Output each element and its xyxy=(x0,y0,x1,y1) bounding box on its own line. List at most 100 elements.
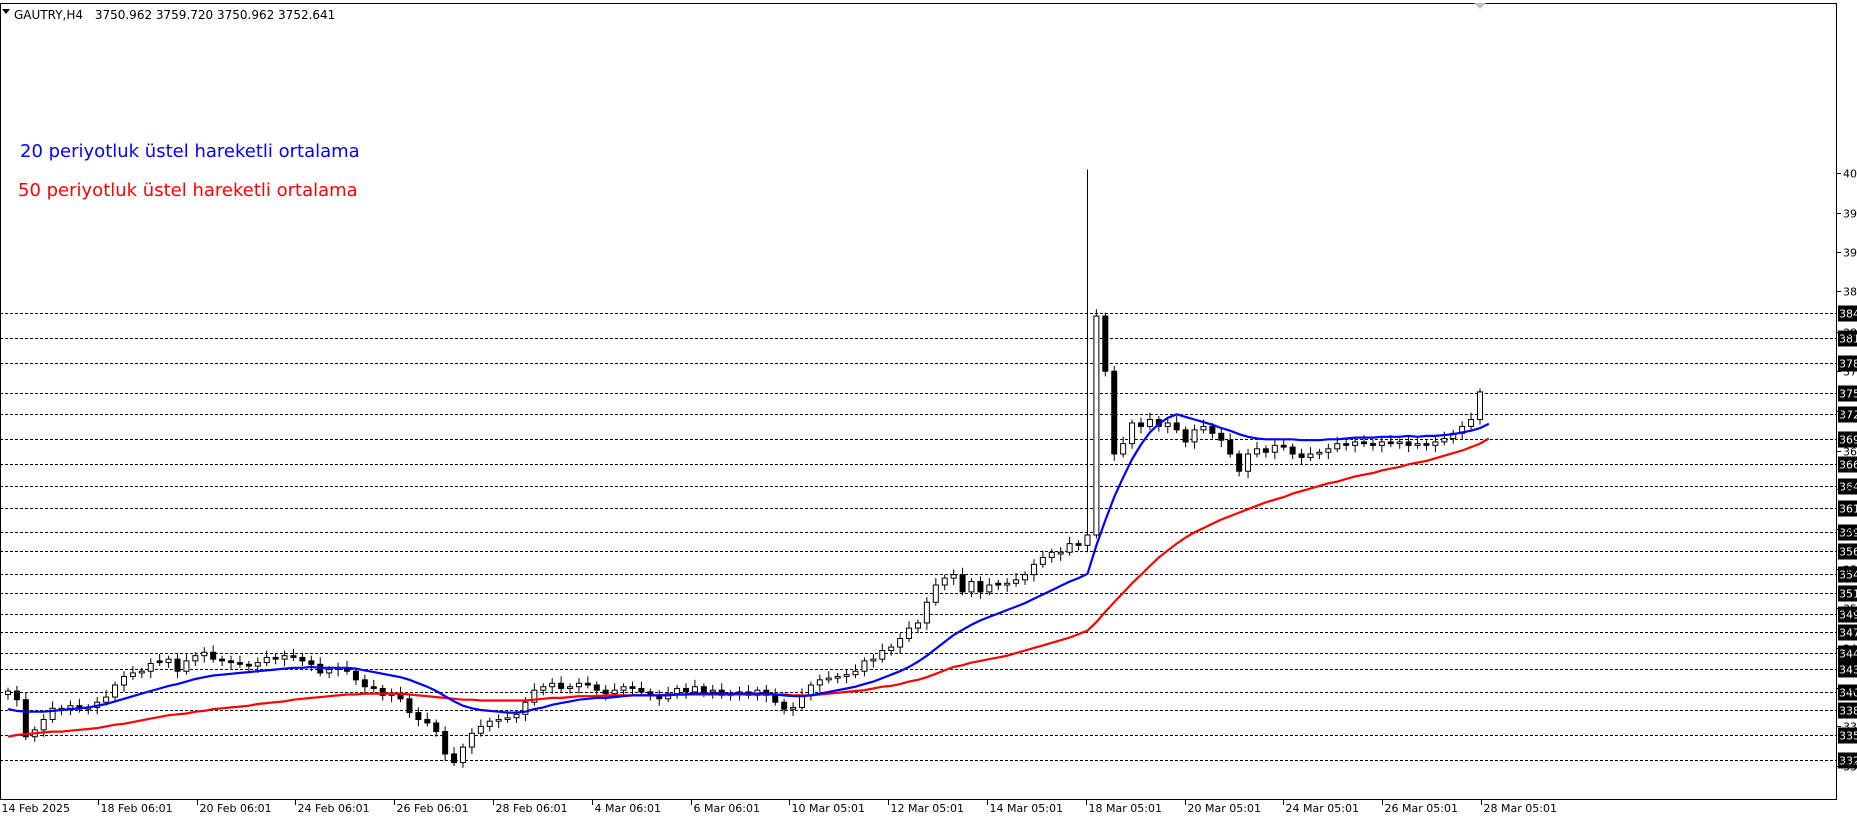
candle-bear xyxy=(245,663,252,667)
time-tick-label: 28 Feb 06:01 xyxy=(496,802,568,815)
candle-bear xyxy=(1298,453,1305,458)
level-price-label: 3519 xyxy=(1839,588,1857,601)
candle-bear xyxy=(995,582,1002,586)
candle-bull xyxy=(691,686,698,693)
candle-bull xyxy=(263,656,270,664)
price-axis: 4006 3960 3914 3869 3822 3776 3730 3684 3639 3593… xyxy=(1836,168,1857,774)
level-price-label: 3751 xyxy=(1839,388,1857,401)
candle-bear xyxy=(1343,443,1350,446)
time-axis: 14 Feb 2025 18 Feb 06:01 20 Feb 06:01 24 Fe… xyxy=(2,800,1557,815)
time-tick-label: 24 Mar 05:01 xyxy=(1286,802,1359,815)
level-price-label: 3590 xyxy=(1839,527,1857,540)
level-price-label: 3697 xyxy=(1839,434,1857,447)
candle-bear xyxy=(442,731,449,755)
candle-bull xyxy=(986,584,993,593)
time-tick-label: 20 Mar 05:01 xyxy=(1188,802,1261,815)
candle-bear xyxy=(1182,429,1189,443)
candle-bull xyxy=(138,670,145,674)
candle-bear xyxy=(1262,448,1269,453)
time-tick-label: 14 Feb 2025 xyxy=(2,802,70,815)
candle-bear xyxy=(1173,422,1180,431)
candle-bull xyxy=(49,707,56,720)
candle-bull xyxy=(326,668,333,674)
candle-bull xyxy=(567,686,574,689)
candle-bear xyxy=(451,753,458,764)
level-price-box xyxy=(1838,684,1857,701)
candle-bull xyxy=(1271,444,1278,453)
time-tick-label: 24 Feb 06:01 xyxy=(298,802,370,815)
candle-bull xyxy=(1129,422,1136,445)
ema20-line xyxy=(7,413,1490,714)
level-price-box xyxy=(1838,500,1857,517)
candle-bear xyxy=(1102,315,1109,372)
candle-bear xyxy=(308,660,315,665)
symbol-label: GAUTRY,H4 xyxy=(14,8,83,22)
candle-bull xyxy=(1414,443,1421,446)
candle-bull xyxy=(495,718,502,722)
candle-bull xyxy=(1334,443,1341,450)
candle-bull xyxy=(1004,582,1011,586)
time-tick-label: 10 Mar 05:01 xyxy=(792,802,865,815)
candle-bull xyxy=(522,701,529,715)
candle-bull xyxy=(103,696,110,703)
level-price-label: 3354 xyxy=(1839,730,1857,743)
candle-bear xyxy=(602,689,609,695)
time-tick-label: 12 Mar 05:01 xyxy=(891,802,964,815)
candle-bear xyxy=(370,686,377,689)
candle-bull xyxy=(1013,579,1020,584)
candle-bull xyxy=(825,677,832,681)
candle-bull xyxy=(914,622,921,629)
candle-bear xyxy=(1369,443,1376,446)
candle-bull xyxy=(1039,556,1046,565)
price-tick-label: 3914 xyxy=(1843,247,1857,260)
price-tick-label: 3318 xyxy=(1843,761,1857,774)
candle-bear xyxy=(236,662,243,665)
candle-bear xyxy=(13,690,20,701)
candle-bear xyxy=(1423,443,1430,446)
level-price-label: 3668 xyxy=(1839,459,1857,472)
scroll-marker-icon[interactable] xyxy=(1474,3,1486,9)
candle-bear xyxy=(361,679,368,688)
level-price-box xyxy=(1838,431,1857,448)
candle-bull xyxy=(888,646,895,652)
legend-ema20: 20 periyotluk üstel hareketli ortalama xyxy=(20,141,360,162)
level-price-label: 3541 xyxy=(1839,569,1857,582)
candle-bear xyxy=(433,722,440,733)
level-price-box xyxy=(1838,330,1857,347)
candle-bear xyxy=(1280,444,1287,448)
candle-bear xyxy=(272,656,279,660)
price-tick-label: 3409 xyxy=(1843,683,1857,696)
candle-bear xyxy=(781,701,788,710)
candle-bull xyxy=(40,718,47,731)
symbol-dropdown-icon[interactable] xyxy=(2,9,10,14)
candle-bull xyxy=(147,662,154,672)
candle-bear xyxy=(174,658,181,672)
candle-bull xyxy=(906,627,913,639)
candle-bull xyxy=(504,717,511,720)
legend-ema50: 50 periyotluk üstel hareketli ortalama xyxy=(18,180,358,201)
candle-bull xyxy=(1245,453,1252,472)
level-price-box xyxy=(1838,478,1857,495)
candle-bear xyxy=(1405,441,1412,446)
candle-bear xyxy=(683,687,690,693)
candle-bull xyxy=(5,690,11,695)
candle-bear xyxy=(210,651,217,660)
price-tick-label: 3547 xyxy=(1843,564,1857,577)
candle-bull xyxy=(674,687,681,695)
level-price-box xyxy=(1838,752,1857,769)
price-tick-label: 3364 xyxy=(1843,721,1857,734)
level-price-box xyxy=(1838,702,1857,719)
candle-bear xyxy=(629,686,636,689)
candle-bear xyxy=(1209,425,1216,434)
candle-bull xyxy=(790,706,797,710)
time-tick-label: 18 Mar 05:01 xyxy=(1089,802,1162,815)
level-price-box xyxy=(1838,606,1857,623)
candle-bull xyxy=(1477,391,1483,421)
candle-bull xyxy=(807,684,814,696)
level-price-label: 3785 xyxy=(1839,358,1857,371)
